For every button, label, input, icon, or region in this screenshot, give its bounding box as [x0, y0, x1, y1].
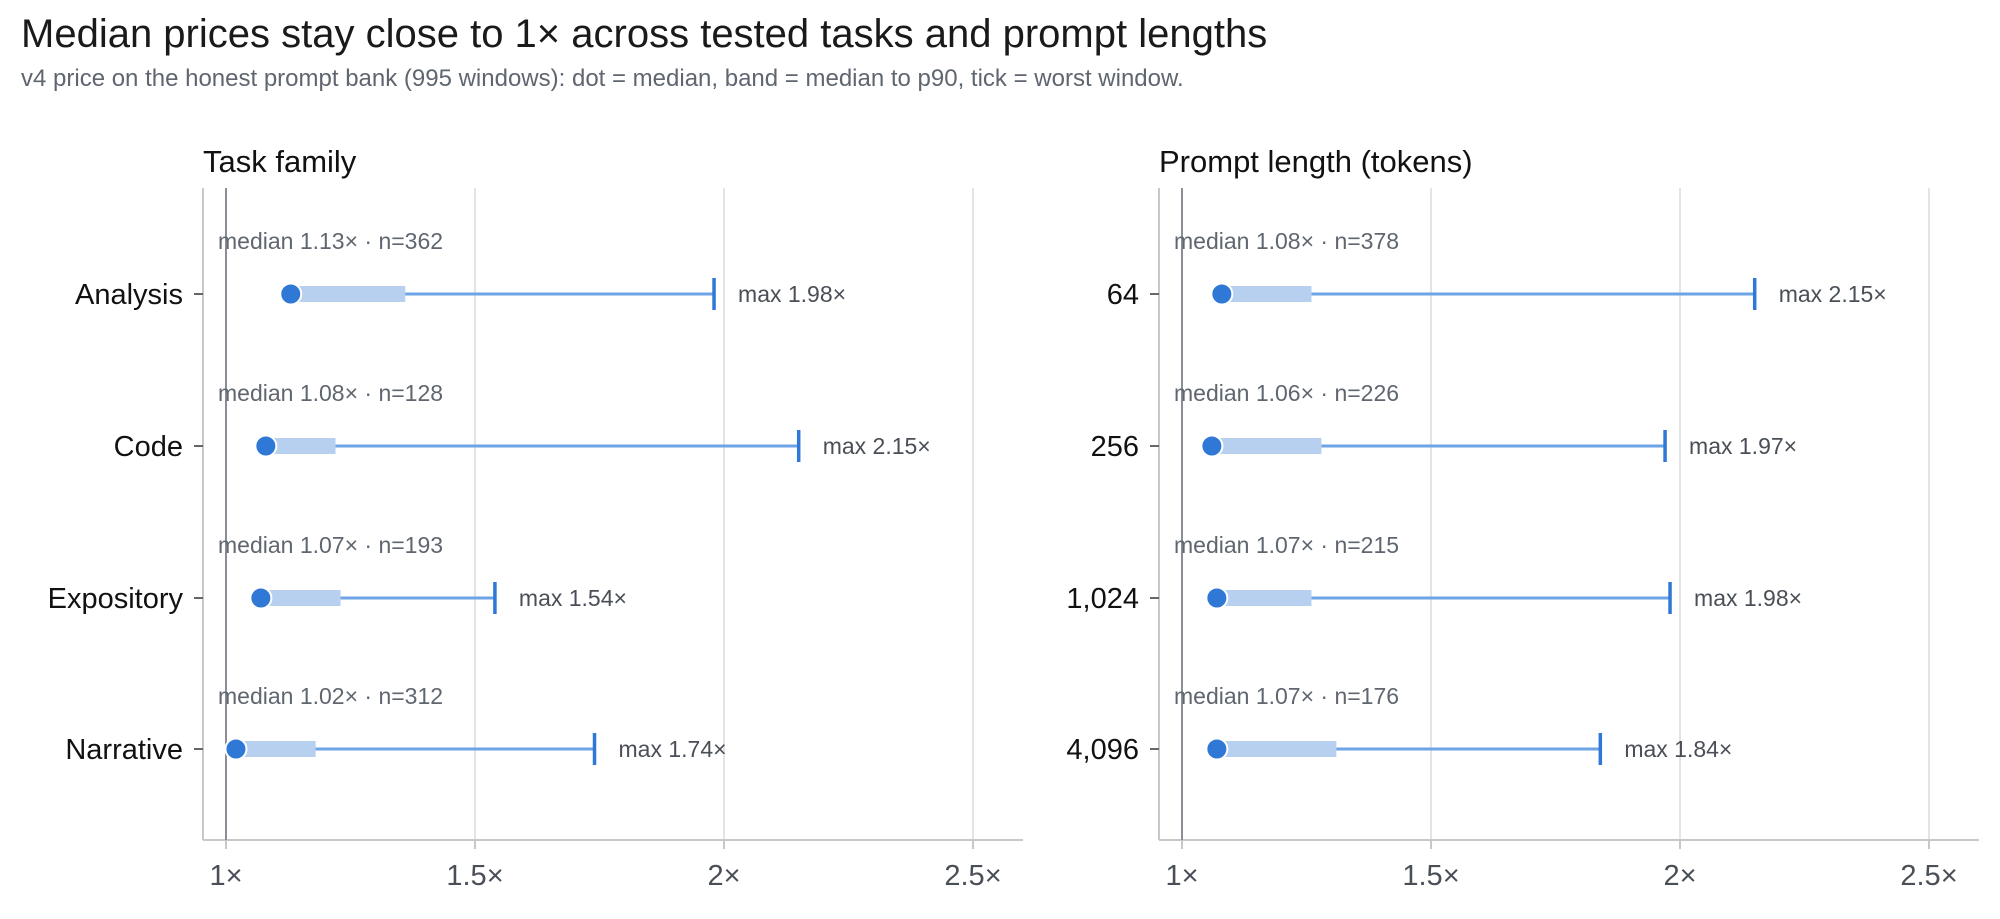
- median-annotation: median 1.02× · n=312: [218, 683, 443, 709]
- max-label: max 1.84×: [1624, 736, 1732, 762]
- data-row: 4,096 median 1.07× · n=176 max 1.84×: [1066, 683, 1732, 766]
- category-label: Analysis: [75, 279, 183, 311]
- p90-band: [290, 286, 406, 302]
- category-label: 1,024: [1066, 583, 1139, 615]
- p90-band: [1216, 741, 1337, 757]
- p90-band: [1211, 438, 1322, 454]
- panel-title: Task family: [203, 144, 357, 179]
- median-dot: [1210, 282, 1234, 306]
- data-row: Analysis median 1.13× · n=362 max 1.98×: [75, 228, 846, 311]
- x-tick-label: 1.5×: [1402, 860, 1459, 892]
- median-dot: [1200, 434, 1224, 458]
- median-annotation: median 1.07× · n=193: [218, 532, 443, 558]
- p90-band: [235, 741, 316, 757]
- median-dot: [254, 434, 278, 458]
- max-label: max 2.15×: [1779, 281, 1887, 307]
- category-label: Code: [114, 431, 183, 463]
- median-dot: [1205, 737, 1229, 761]
- data-row: 1,024 median 1.07× · n=215 max 1.98×: [1066, 532, 1802, 615]
- median-dot: [249, 586, 273, 610]
- x-tick-label: 1×: [1165, 860, 1198, 892]
- x-tick-label: 1×: [209, 860, 242, 892]
- panel-title: Prompt length (tokens): [1159, 144, 1473, 179]
- category-label: 256: [1091, 431, 1139, 463]
- median-dot: [1205, 586, 1229, 610]
- median-dot: [224, 737, 248, 761]
- chart-title: Median prices stay close to 1× across te…: [21, 12, 1268, 56]
- data-row: Code median 1.08× · n=128 max 2.15×: [114, 380, 931, 463]
- median-annotation: median 1.07× · n=215: [1174, 532, 1399, 558]
- x-tick-label: 2×: [1663, 860, 1696, 892]
- median-dot: [279, 282, 303, 306]
- p90-band: [1216, 590, 1312, 606]
- p90-band: [1221, 286, 1312, 302]
- category-label: Narrative: [65, 734, 183, 766]
- median-annotation: median 1.06× · n=226: [1174, 380, 1399, 406]
- category-label: Expository: [48, 583, 184, 615]
- data-row: 64 median 1.08× · n=378 max 2.15×: [1107, 228, 1887, 311]
- median-annotation: median 1.13× · n=362: [218, 228, 443, 254]
- median-annotation: median 1.07× · n=176: [1174, 683, 1399, 709]
- median-annotation: median 1.08× · n=378: [1174, 228, 1399, 254]
- p90-band: [260, 590, 341, 606]
- chart-panel-1: Task family 1× 1.5× 2× 2.5× Analysis median 1.…: [48, 144, 1023, 892]
- data-row: Narrative median 1.02× · n=312 max 1.74×: [65, 683, 726, 766]
- x-tick-label: 2.5×: [1900, 860, 1957, 892]
- x-tick-label: 2.5×: [944, 860, 1001, 892]
- x-tick-label: 1.5×: [446, 860, 503, 892]
- category-label: 4,096: [1066, 734, 1139, 766]
- x-tick-label: 2×: [707, 860, 740, 892]
- category-label: 64: [1107, 279, 1139, 311]
- max-label: max 1.54×: [519, 585, 627, 611]
- chart-subtitle: v4 price on the honest prompt bank (995 …: [21, 65, 1184, 92]
- median-annotation: median 1.08× · n=128: [218, 380, 443, 406]
- chart-panel-2: Prompt length (tokens) 1× 1.5× 2× 2.5× 64 medi…: [1066, 144, 1979, 892]
- max-label: max 1.98×: [1694, 585, 1802, 611]
- p90-band: [265, 438, 336, 454]
- data-row: 256 median 1.06× · n=226 max 1.97×: [1091, 380, 1797, 463]
- max-label: max 1.98×: [738, 281, 846, 307]
- max-label: max 1.74×: [619, 736, 727, 762]
- max-label: max 1.97×: [1689, 433, 1797, 459]
- max-label: max 2.15×: [823, 433, 931, 459]
- data-row: Expository median 1.07× · n=193 max 1.54×: [48, 532, 627, 615]
